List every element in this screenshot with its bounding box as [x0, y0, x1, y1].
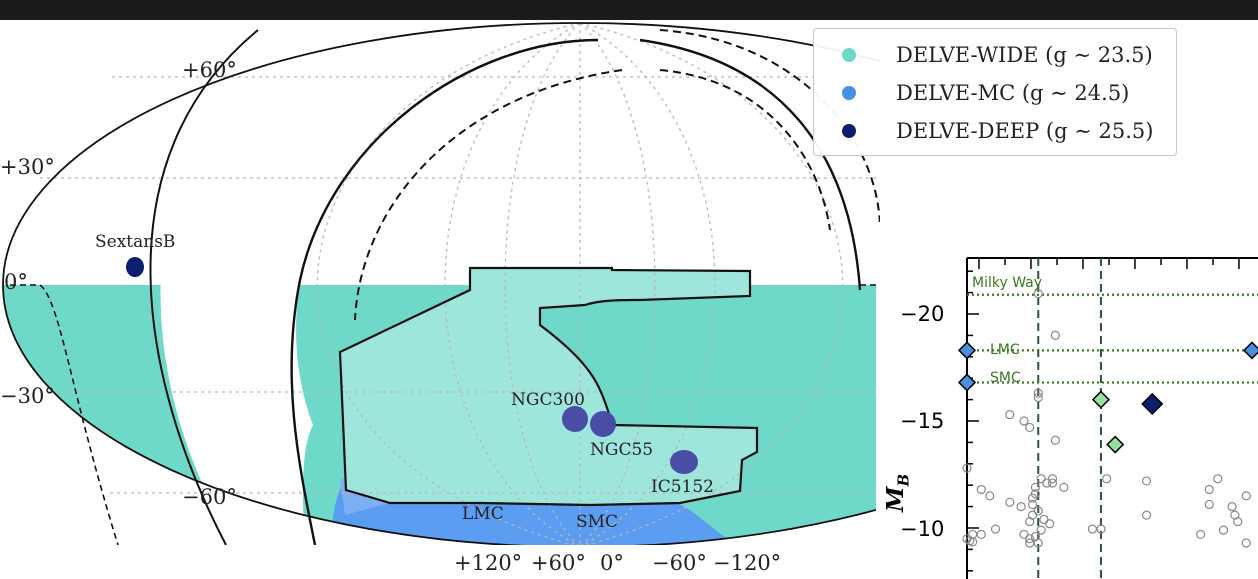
data-point-circle	[1213, 474, 1223, 484]
data-point-circle	[1039, 514, 1049, 525]
ref-label-lmc: LMC	[990, 342, 1020, 358]
target-ic5152	[670, 450, 698, 474]
dec-label-60: +60°	[182, 58, 237, 82]
data-point-circle	[1050, 330, 1060, 341]
data-point-circle	[1241, 538, 1251, 548]
data-point-diamond	[1242, 341, 1258, 360]
data-point-circle	[1025, 534, 1035, 544]
dec-label-30: +30°	[0, 155, 55, 179]
data-point-circle	[1033, 392, 1043, 403]
data-point-diamond	[1106, 435, 1125, 454]
data-point-circle	[1241, 491, 1251, 501]
data-point-circle	[1196, 529, 1206, 540]
legend-item-delve-wide: DELVE-WIDE (g ∼ 23.5)	[814, 37, 1176, 75]
sky-coverage-map	[2, 22, 880, 545]
data-point-circle	[1227, 502, 1237, 512]
legend-item-delve-deep: DELVE-DEEP (g ∼ 25.5)	[814, 113, 1176, 151]
mb-scatter-plot	[957, 257, 1258, 579]
window-top-bar	[0, 0, 1258, 20]
data-point-circle	[962, 463, 972, 473]
ra-label-plus60: +60°	[531, 551, 586, 575]
data-point-circle	[1059, 482, 1069, 492]
data-point-circle	[1019, 529, 1029, 540]
data-point-diamond	[957, 341, 977, 360]
data-point-circle	[1047, 474, 1058, 484]
ra-label-0: 0°	[600, 551, 624, 575]
label-ngc55: NGC55	[590, 440, 654, 460]
legend-label-delve-deep: DELVE-DEEP (g ∼ 25.5)	[896, 119, 1154, 143]
ra-label-minus120: −120°	[713, 551, 782, 575]
dec-label-minus30: −30°	[0, 384, 55, 408]
label-ngc300: NGC300	[511, 390, 585, 410]
data-point-circle	[1005, 497, 1015, 507]
data-point-circle	[1141, 510, 1152, 520]
data-point-circle	[976, 529, 986, 540]
ref-label-smc: SMC	[990, 370, 1021, 386]
data-point-circle	[1027, 499, 1038, 510]
magnitude-inset-plot: MB −20 −15 −10 Milky Way LMC SMC	[876, 222, 1258, 579]
data-point-circle	[1233, 516, 1243, 527]
target-ngc300	[562, 406, 588, 432]
data-point-circle	[976, 484, 986, 495]
data-point-circle	[1016, 502, 1026, 512]
data-point-circle	[1141, 476, 1152, 486]
galactic-plane-line	[149, 29, 259, 545]
data-point-circle	[1042, 478, 1052, 488]
legend-marker-delve-mc	[842, 86, 856, 100]
data-point-circle	[1036, 474, 1046, 484]
target-ngc55	[590, 411, 616, 437]
legend-item-delve-mc: DELVE-MC (g ∼ 24.5)	[814, 75, 1176, 113]
data-point-diamond	[957, 373, 977, 392]
ytick-label-minus10: −10	[900, 517, 945, 541]
data-point-circle	[1033, 506, 1043, 516]
data-point-circle	[1033, 388, 1043, 398]
y-axis-label: MB	[882, 473, 913, 512]
data-point-circle	[1030, 482, 1040, 492]
data-point-circle	[1033, 289, 1043, 299]
data-point-circle	[990, 524, 1001, 534]
data-point-circle	[1045, 519, 1055, 529]
data-point-circle	[968, 537, 978, 547]
data-point-circle	[1036, 525, 1046, 535]
data-point-circle	[1047, 478, 1058, 488]
data-point-circle	[1204, 484, 1214, 495]
legend-label-delve-wide: DELVE-WIDE (g ∼ 23.5)	[896, 43, 1153, 67]
data-point-circle	[1218, 525, 1229, 535]
data-point-circle	[1019, 416, 1029, 426]
galactic-plane-gap	[160, 36, 620, 545]
data-point-diamond	[1141, 392, 1164, 415]
delve-deep-footprint-outline	[338, 266, 759, 507]
dec-label-minus60: −60°	[182, 485, 237, 509]
legend-marker-delve-wide	[842, 48, 856, 62]
delve-wide-light-region	[340, 268, 757, 505]
legend-label-delve-mc: DELVE-MC (g ∼ 24.5)	[896, 81, 1130, 105]
data-point-circle	[1027, 510, 1038, 520]
data-point-diamond	[1091, 390, 1111, 409]
ytick-label-minus15: −15	[900, 409, 945, 433]
data-point-circle	[1050, 435, 1060, 445]
label-ic5152: IC5152	[651, 477, 714, 497]
dec-label-0: 0°	[4, 270, 28, 294]
ra-label-plus120: +120°	[454, 551, 523, 575]
data-point-circle	[1087, 524, 1097, 534]
data-point-circle	[1030, 489, 1040, 499]
data-point-circle	[1204, 499, 1214, 510]
label-sextansb: SextansB	[95, 232, 176, 252]
ytick-label-minus20: −20	[900, 302, 945, 326]
ra-label-minus60: −60°	[652, 551, 707, 575]
data-point-circle	[1005, 409, 1015, 420]
legend: DELVE-WIDE (g ∼ 23.5) DELVE-MC (g ∼ 24.5…	[813, 28, 1177, 156]
label-smc: SMC	[576, 512, 619, 532]
legend-marker-delve-deep	[842, 124, 856, 138]
data-point-circle	[1025, 422, 1035, 433]
ref-label-milky-way: Milky Way	[972, 275, 1043, 291]
data-point-circle	[985, 491, 995, 501]
label-lmc: LMC	[462, 504, 504, 524]
target-sextansb	[126, 257, 144, 277]
data-point-circle	[1025, 538, 1035, 548]
data-point-circle	[1102, 474, 1112, 484]
